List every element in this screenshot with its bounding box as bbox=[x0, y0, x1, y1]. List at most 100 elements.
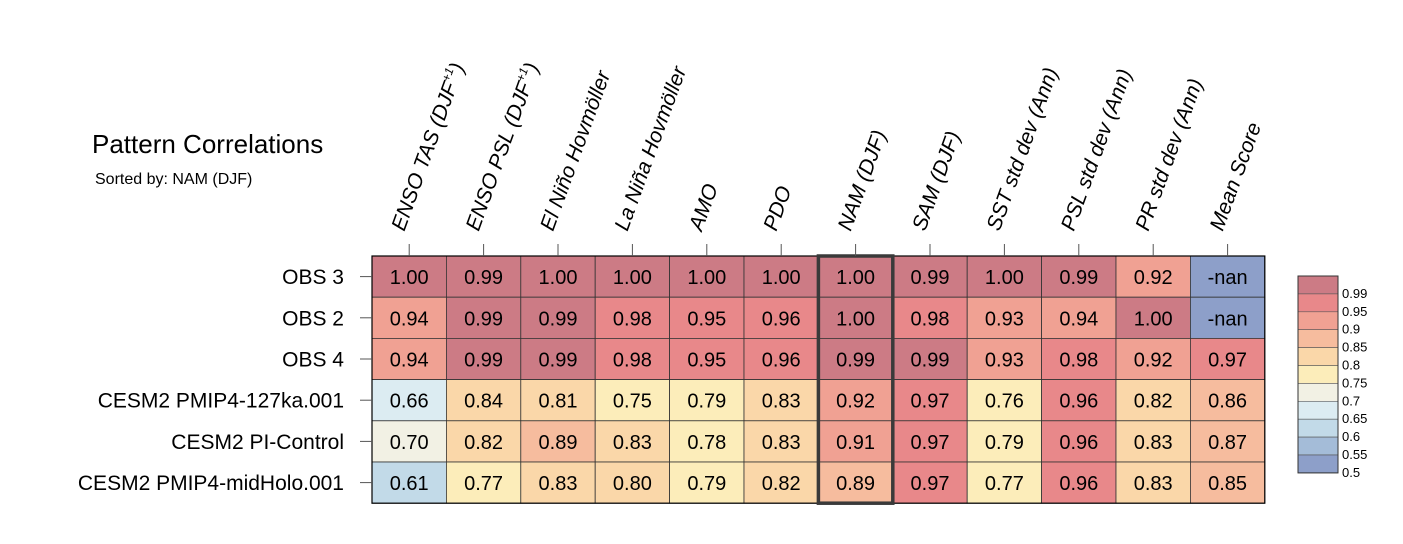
cell-value: 0.76 bbox=[985, 391, 1024, 413]
cell-value: 0.92 bbox=[1134, 267, 1173, 289]
cell-value: 1.00 bbox=[613, 267, 652, 289]
cell-value: 0.78 bbox=[687, 432, 726, 454]
heatmap-cell bbox=[1041, 255, 1117, 298]
heatmap-cell bbox=[520, 420, 596, 463]
chart-subtitle: Sorted by: NAM (DJF) bbox=[95, 171, 252, 188]
column-label: AMO bbox=[684, 181, 723, 236]
heatmap-cell bbox=[1190, 337, 1266, 380]
heatmap-cell bbox=[669, 337, 745, 380]
heatmap-cell bbox=[594, 337, 671, 380]
cell-value: 0.96 bbox=[1059, 432, 1098, 454]
heatmap-cell bbox=[371, 255, 447, 298]
cell-value: 0.87 bbox=[1208, 432, 1247, 454]
cell-value: 0.97 bbox=[1208, 350, 1247, 372]
cell-value: 0.99 bbox=[1059, 267, 1098, 289]
cell-value: 1.00 bbox=[687, 267, 726, 289]
heatmap-cell bbox=[371, 379, 447, 422]
cell-value: 0.91 bbox=[836, 432, 875, 454]
colorbar-label: 0.75 bbox=[1342, 375, 1367, 390]
cell-value: 0.95 bbox=[687, 350, 726, 372]
cell-value: 0.92 bbox=[836, 391, 875, 413]
colorbar-label: 0.6 bbox=[1342, 429, 1360, 444]
row-label: OBS 4 bbox=[282, 349, 344, 372]
heatmap-cell bbox=[1115, 379, 1191, 422]
cell-value: 0.77 bbox=[464, 473, 503, 495]
cell-value: 1.00 bbox=[539, 267, 578, 289]
heatmap-cell bbox=[1041, 461, 1117, 504]
cell-value: 0.98 bbox=[613, 350, 652, 372]
heatmap-cell bbox=[966, 296, 1043, 339]
heatmap-cell bbox=[594, 255, 671, 298]
cell-value: 0.89 bbox=[836, 473, 875, 495]
heatmap-cell bbox=[371, 337, 447, 380]
column-label: PSL std dev (Ann) bbox=[1057, 66, 1137, 234]
cell-value: 0.83 bbox=[613, 432, 652, 454]
cell-value: 0.94 bbox=[1059, 308, 1098, 330]
cell-value: 0.83 bbox=[1134, 473, 1173, 495]
colorbar-label: 0.85 bbox=[1342, 340, 1367, 355]
heatmap-cell bbox=[1190, 379, 1266, 422]
column-labels: ENSO TAS (DJF+1)ENSO PSL (DJF+1)El Niño … bbox=[387, 60, 1266, 256]
cell-value: 0.99 bbox=[539, 308, 578, 330]
colorbar-label: 0.7 bbox=[1342, 393, 1360, 408]
cell-value: 0.98 bbox=[1059, 350, 1098, 372]
cell-value: 0.97 bbox=[911, 391, 950, 413]
colorbar-label: 0.8 bbox=[1342, 358, 1360, 373]
cell-value: 0.77 bbox=[985, 473, 1024, 495]
heatmap-cells bbox=[371, 254, 1266, 505]
cell-value: 1.00 bbox=[836, 267, 875, 289]
heatmap-cell bbox=[1190, 255, 1266, 298]
cell-value: 0.79 bbox=[687, 473, 726, 495]
cell-value: 1.00 bbox=[1134, 308, 1173, 330]
cell-value: 0.79 bbox=[985, 432, 1024, 454]
cell-value: 0.83 bbox=[539, 473, 578, 495]
heatmap-cell bbox=[892, 296, 968, 339]
heatmap-cell bbox=[1190, 461, 1266, 504]
colorbar-swatch bbox=[1297, 383, 1339, 402]
heatmap-cell bbox=[669, 420, 745, 463]
colorbar-swatch bbox=[1297, 454, 1339, 474]
column-label: SST std dev (Ann) bbox=[982, 65, 1062, 234]
heatmap-cell bbox=[669, 296, 745, 339]
cell-value: 0.75 bbox=[613, 391, 652, 413]
heatmap-cell bbox=[445, 420, 522, 463]
colorbar-swatch bbox=[1297, 329, 1339, 348]
cell-value: 0.93 bbox=[985, 350, 1024, 372]
row-label: CESM2 PMIP4-127ka.001 bbox=[98, 390, 344, 413]
cell-value: 0.96 bbox=[762, 350, 801, 372]
cell-value: 0.82 bbox=[762, 473, 801, 495]
cell-value: 0.93 bbox=[985, 308, 1024, 330]
cell-value: 0.83 bbox=[762, 391, 801, 413]
row-label: CESM2 PMIP4-midHolo.001 bbox=[78, 472, 344, 495]
cell-value: 0.92 bbox=[1134, 350, 1173, 372]
cell-value: 0.61 bbox=[390, 473, 429, 495]
heatmap-cell bbox=[520, 337, 596, 380]
heatmap-cell bbox=[594, 296, 671, 339]
cell-value: 0.99 bbox=[464, 267, 503, 289]
heatmap-cell bbox=[818, 461, 894, 504]
heatmap-cell bbox=[743, 296, 819, 339]
heatmap-cell bbox=[371, 461, 447, 504]
colorbar-label: 0.95 bbox=[1342, 304, 1367, 319]
cell-value: 0.99 bbox=[836, 350, 875, 372]
heatmap-cell bbox=[445, 379, 522, 422]
heatmap-cell bbox=[818, 420, 894, 463]
cell-value: 0.96 bbox=[1059, 391, 1098, 413]
cell-value: 0.66 bbox=[390, 391, 429, 413]
row-label: OBS 2 bbox=[282, 307, 344, 330]
column-label: La Niña Hovmöller bbox=[610, 63, 691, 234]
cell-value: 0.97 bbox=[911, 473, 950, 495]
heatmap-cell bbox=[1041, 296, 1117, 339]
cell-value: 0.80 bbox=[613, 473, 652, 495]
cell-value: 0.96 bbox=[1059, 473, 1098, 495]
column-label: PR std dev (Ann) bbox=[1131, 76, 1207, 234]
cell-value: 0.99 bbox=[464, 350, 503, 372]
colorbar-swatch bbox=[1297, 275, 1339, 295]
heatmap-cell bbox=[818, 379, 894, 422]
heatmap-cell bbox=[966, 379, 1043, 422]
colorbar-swatch bbox=[1297, 311, 1339, 330]
cell-value: 0.82 bbox=[1134, 391, 1173, 413]
heatmap-cell bbox=[1115, 420, 1191, 463]
heatmap-cell bbox=[371, 420, 447, 463]
